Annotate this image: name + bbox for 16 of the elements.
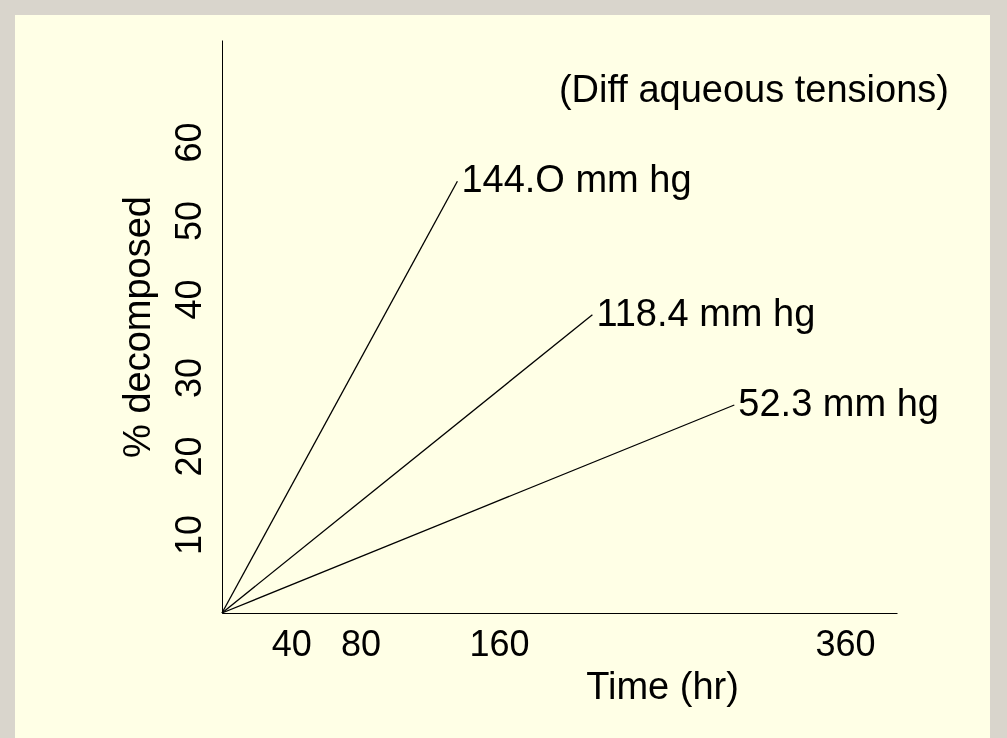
series-label: 144.O mm hg bbox=[461, 158, 692, 201]
x-axis-title: Time (hr) bbox=[586, 664, 739, 707]
y-tick-label: 20 bbox=[167, 436, 209, 477]
y-axis-title: % decomposed bbox=[115, 196, 158, 458]
y-tick-label: 10 bbox=[167, 514, 209, 556]
x-tick-label: 360 bbox=[815, 622, 876, 664]
y-tick-label: 30 bbox=[167, 358, 209, 399]
y-tick-label: 40 bbox=[167, 279, 209, 320]
series-label: 52.3 mm hg bbox=[738, 381, 939, 424]
x-tick-label: 80 bbox=[340, 622, 381, 664]
series-label: 118.4 mm hg bbox=[596, 291, 816, 334]
text: (Diff aqueous tensions) bbox=[558, 68, 949, 110]
x-tick-label: 160 bbox=[469, 622, 530, 664]
y-tick-label: 50 bbox=[167, 201, 209, 242]
x-tick-label: 40 bbox=[271, 622, 312, 664]
y-tick-label: 60 bbox=[167, 122, 209, 163]
